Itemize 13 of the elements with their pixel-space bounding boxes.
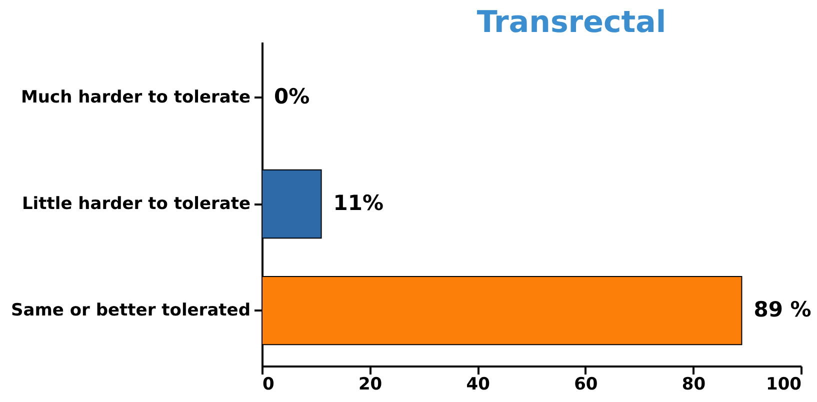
y-tick-label: Little harder to tolerate bbox=[22, 194, 250, 214]
x-tick-label: 60 bbox=[574, 374, 598, 394]
y-tick-label: Same or better tolerated bbox=[11, 300, 250, 321]
data-label: 11% bbox=[333, 191, 384, 215]
chart-title: Transrectal bbox=[476, 5, 666, 40]
x-tick-label: 20 bbox=[358, 374, 382, 394]
x-tick-label: 80 bbox=[682, 374, 706, 394]
x-tick-label: 100 bbox=[766, 374, 802, 394]
data-label: 89 % bbox=[754, 298, 812, 322]
x-tick-label: 40 bbox=[466, 374, 490, 394]
y-tick-label: Much harder to tolerate bbox=[21, 87, 250, 108]
x-tick-label: 0 bbox=[262, 374, 274, 394]
data-label: 0% bbox=[274, 84, 310, 108]
